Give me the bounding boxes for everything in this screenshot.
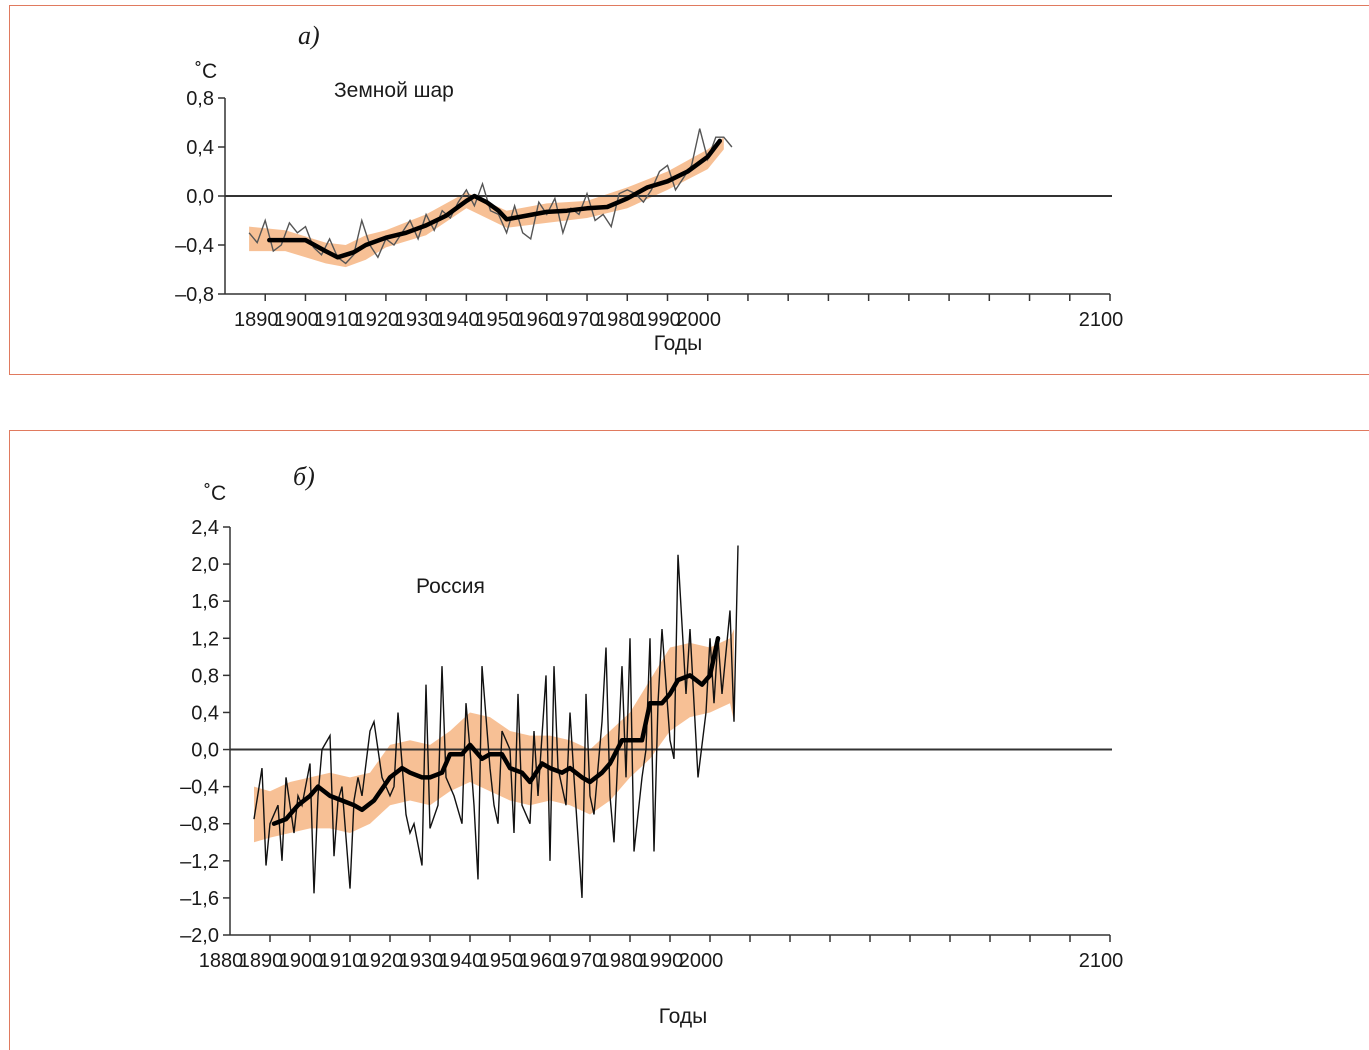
panel-a-x-tick-label: 2100 [1079,309,1124,331]
panel-b-y-tick-label: –1,6 [180,888,219,910]
panel-global [9,5,1369,375]
panel-b-x-tick-label: 1980 [599,950,644,972]
panel-a-x-tick-label: 1890 [234,309,279,331]
panel-b-y-tick-label: 0,8 [191,665,219,687]
panel-b-annual-line [253,545,739,898]
panel-b-y-tick-label: 2,0 [191,554,219,576]
panel-b-x-tick-label: 1890 [239,950,284,972]
panel-a-y-tick-label: 0,4 [186,137,214,159]
panel-a-x-tick-label: 1940 [435,309,480,331]
panel-a-x-tick-label: 1930 [395,309,440,331]
panel-a-x-tick-label: 1970 [556,309,601,331]
panel-b-y-tick-label: –0,4 [180,777,219,799]
panel-a-title: Земной шар [334,79,454,102]
panel-b-x-tick-label: 1930 [399,950,444,972]
panel-b-y-tick-label: 0,0 [191,740,219,762]
panel-b-x-tick-label: 1940 [439,950,484,972]
panel-a-x-tick-label: 1910 [314,309,359,331]
panel-b-x-tick-label: 1910 [319,950,364,972]
panel-a-y-tick-label: 0,0 [186,186,214,208]
panel-a-x-tick-label: 2000 [676,309,721,331]
panel-b-smoothed-line [271,636,721,826]
panel-b-y-tick-label: 0,4 [191,702,219,724]
panel-b-x-tick-label: 1960 [519,950,564,972]
panel-b-x-tick-label: 1970 [559,950,604,972]
panel-b-x-tick-label: 1950 [479,950,524,972]
panel-a-x-tick-label: 1980 [596,309,641,331]
panel-b-x-tick-label: 2100 [1079,950,1124,972]
panel-b-y-tick-label: 1,2 [191,628,219,650]
panel-b-x-tick-label: 1990 [639,950,684,972]
panel-b-title: Россия [416,575,485,598]
panel-a-x-tick-label: 1950 [475,309,520,331]
panel-a-x-tick-label: 1920 [355,309,400,331]
panel-a-x-tick-label: 1960 [516,309,561,331]
panel-b-y-tick-label: –1,2 [180,851,219,873]
panel-b-unit: ˚С [204,482,226,505]
panel-b-x-tick-label: 1900 [279,950,324,972]
panel-b-y-tick-label: 2,4 [191,517,219,539]
panel-a-y-tick-label: –0,4 [175,235,214,257]
panel-a-xlabel: Годы [654,332,703,355]
panel-a-x-tick-label: 1990 [636,309,681,331]
panel-b-y-tick-label: –0,8 [180,814,219,836]
panel-b-y-tick-label: –2,0 [180,925,219,947]
panel-b-xlabel: Годы [659,1005,708,1028]
panel-b-uncertainty-band [254,629,734,843]
panel-a-unit: ˚С [195,60,217,83]
panel-b-label: б) [293,462,315,491]
panel-a-y-tick-label: –0,8 [175,284,214,306]
panel-a-label: а) [298,21,320,50]
panel-b-x-tick-label: 2000 [679,950,724,972]
panel-a-annual-line [248,128,733,265]
panel-a-y-tick-label: 0,8 [186,88,214,110]
panel-b-plot: 2,4 2,0 1,6 1,2 0,8 0,4 0,0 –0,4 –0,8 –1,2 –1,6 –2,… [180,517,1123,972]
panel-a-plot: 0,8 0,4 0,0 –0,4 –0,8 18901900191019201930194… [175,88,1123,331]
panel-russia [9,430,1369,1050]
panel-b-x-tick-label: 1880 [199,950,244,972]
panel-a-smoothed-line [267,138,723,260]
panel-a-x-tick-label: 1900 [274,309,319,331]
panel-b-x-tick-label: 1920 [359,950,404,972]
panel-b-y-tick-label: 1,6 [191,591,219,613]
